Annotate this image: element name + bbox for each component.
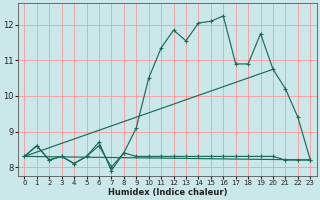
X-axis label: Humidex (Indice chaleur): Humidex (Indice chaleur) — [108, 188, 227, 197]
